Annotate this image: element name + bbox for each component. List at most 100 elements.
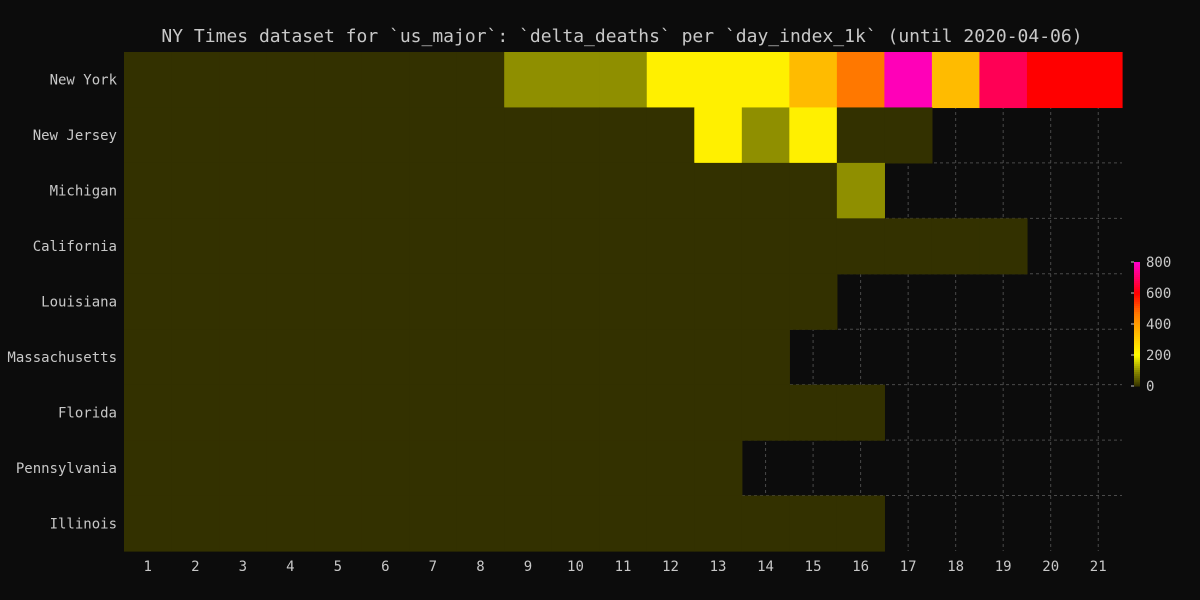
colorbar-segment	[1134, 375, 1140, 379]
heatmap-cell	[551, 495, 600, 552]
column-label: 2	[191, 559, 199, 575]
heatmap-cell	[599, 495, 648, 552]
colorbar-segment	[1134, 284, 1140, 288]
heatmap-cell	[266, 440, 315, 497]
colorbar-segment	[1134, 274, 1140, 277]
heatmap-cell	[171, 52, 220, 109]
heatmap-cell	[694, 384, 743, 441]
colorbar-segment	[1134, 317, 1140, 321]
colorbar-segment	[1134, 342, 1140, 346]
heatmap-cell	[171, 273, 220, 330]
colorbar-segment	[1134, 367, 1140, 370]
heatmap-cell	[409, 495, 458, 552]
heatmap-cell	[836, 162, 885, 219]
heatmap-cell	[599, 52, 648, 109]
colorbar-segment	[1134, 307, 1140, 311]
colorbar-segment	[1134, 270, 1140, 273]
heatmap-cell	[171, 384, 220, 441]
colorbar-segment	[1134, 332, 1140, 335]
heatmap-cell	[266, 384, 315, 441]
column-label: 17	[900, 559, 917, 575]
heatmap-cell	[124, 329, 173, 386]
heatmap-cell	[504, 440, 553, 497]
heatmap-cell	[979, 52, 1028, 109]
column-label: 4	[286, 559, 294, 575]
heatmap-cell	[694, 440, 743, 497]
heatmap-cell	[266, 52, 315, 109]
heatmap-cell	[456, 384, 505, 441]
heatmap-cell	[836, 495, 885, 552]
heatmap-cell	[789, 384, 838, 441]
heatmap-cell	[646, 329, 695, 386]
heatmap-cell	[836, 218, 885, 275]
colorbar-segment	[1134, 315, 1140, 319]
heatmap-cell	[171, 329, 220, 386]
heatmap-cell	[789, 162, 838, 219]
heatmap-cell	[219, 384, 268, 441]
heatmap-cell	[694, 329, 743, 386]
heatmap-cell	[504, 384, 553, 441]
colorbar-segment	[1134, 324, 1140, 327]
colorbar-segment	[1134, 357, 1140, 360]
column-label: 3	[239, 559, 247, 575]
heatmap-cell	[456, 52, 505, 109]
row-label: Louisiana	[41, 295, 117, 311]
heatmap-cell	[551, 162, 600, 219]
colorbar-segment	[1134, 326, 1140, 329]
heatmap-cell	[979, 218, 1028, 275]
heatmap-cell	[314, 440, 363, 497]
heatmap-cell	[219, 329, 268, 386]
heatmap-cell	[314, 273, 363, 330]
heatmap-cell	[646, 440, 695, 497]
heatmap-cell	[171, 162, 220, 219]
heatmap-cell	[551, 440, 600, 497]
heatmap-cell	[789, 107, 838, 164]
heatmap-cell	[789, 218, 838, 275]
column-label: 21	[1090, 559, 1107, 575]
heatmap-cell	[931, 218, 981, 275]
colorbar-segment	[1134, 301, 1140, 304]
row-label: Florida	[58, 405, 117, 421]
heatmap-cell	[694, 218, 743, 275]
heatmap-cell	[551, 52, 600, 109]
heatmap-cell	[836, 107, 885, 164]
column-label: 16	[852, 559, 869, 575]
heatmap-cell	[599, 218, 648, 275]
heatmap-cell	[361, 273, 410, 330]
heatmap-cell	[599, 273, 648, 330]
colorbar-segment	[1134, 280, 1140, 284]
colorbar-segment	[1134, 334, 1140, 337]
colorbar-segment	[1134, 278, 1140, 282]
heatmap-cell	[741, 384, 790, 441]
heatmap-cell	[219, 107, 268, 164]
heatmap-cell	[646, 218, 695, 275]
heatmap-cell	[409, 107, 458, 164]
row-label: Michigan	[50, 184, 117, 200]
heatmap-cell	[836, 384, 885, 441]
heatmap-cell	[456, 440, 505, 497]
heatmap-cell	[551, 329, 600, 386]
colorbar-segment	[1134, 369, 1140, 373]
heatmap-cell	[694, 495, 743, 552]
heatmap-cell	[551, 384, 600, 441]
heatmap-cell	[504, 107, 553, 164]
colorbar-segment	[1134, 293, 1140, 296]
heatmap-cell	[741, 273, 790, 330]
row-label: Massachusetts	[7, 350, 117, 366]
colorbar-tick-label: 0	[1146, 379, 1154, 395]
heatmap-cell	[694, 107, 743, 164]
heatmap-cell	[551, 107, 600, 164]
column-label: 14	[757, 559, 774, 575]
colorbar-segment	[1134, 311, 1140, 315]
heatmap-cell	[361, 162, 410, 219]
colorbar-segment	[1134, 262, 1140, 265]
heatmap-cell	[314, 495, 363, 552]
colorbar-segment	[1134, 290, 1140, 294]
heatmap-cell	[456, 218, 505, 275]
heatmap-cell	[599, 440, 648, 497]
heatmap-cell	[409, 218, 458, 275]
colorbar-segment	[1134, 350, 1140, 354]
row-label: New York	[50, 73, 118, 89]
heatmap-cell	[884, 107, 933, 164]
